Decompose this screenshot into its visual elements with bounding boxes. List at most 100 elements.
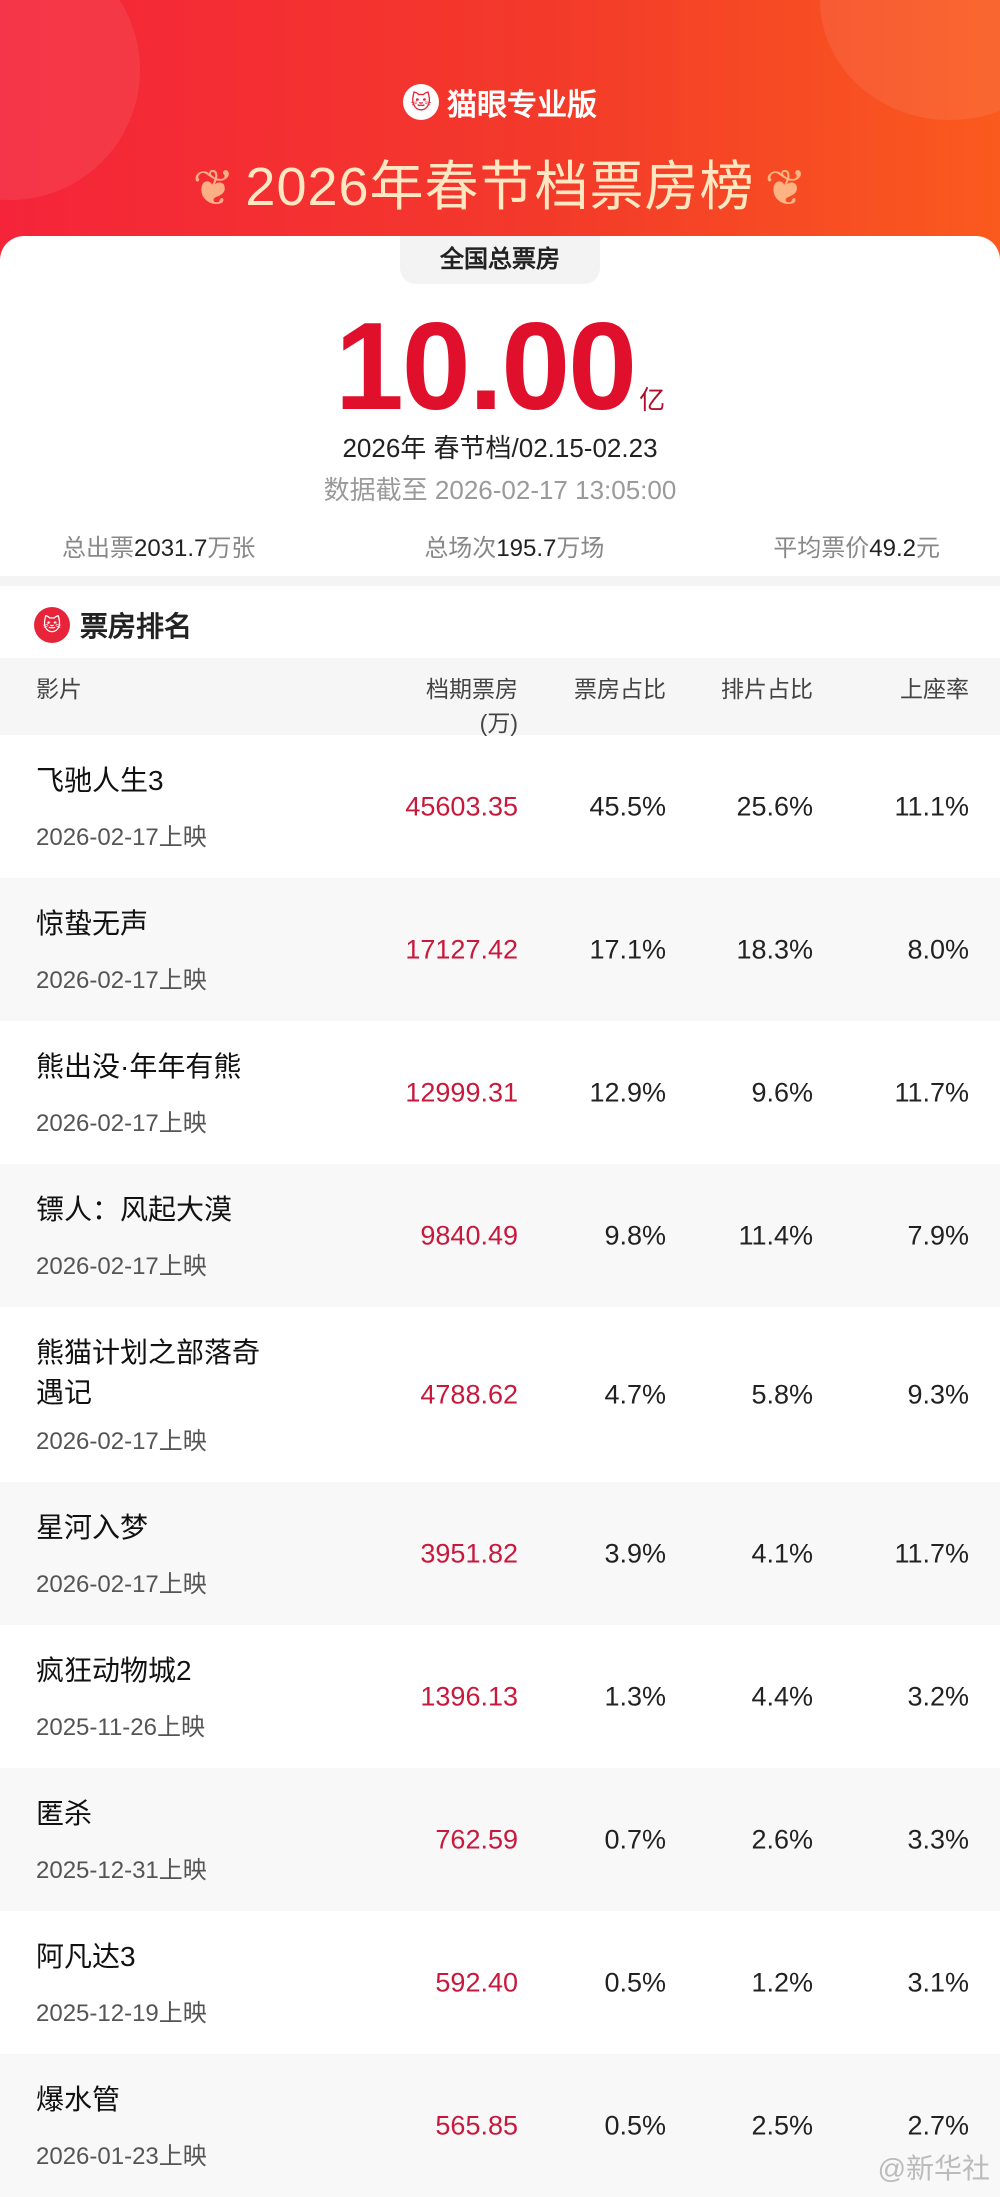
table-row[interactable]: 阿凡达3 2025-12-19上映 592.40 0.5% 1.2% 3.1% [0,1911,1000,2054]
seat-rate: 11.7% [894,1077,969,1107]
seat-rate: 2.7% [907,2110,969,2140]
box-office: 9840.49 [420,1220,518,1250]
release-date: 2026-02-17上映 [36,1110,207,1137]
total-value: 10.00 [334,298,637,436]
show-share: 11.4% [738,1220,813,1250]
box-office: 45603.35 [405,791,518,821]
box-office: 565.85 [435,2110,518,2140]
box-share: 17.1% [589,934,666,964]
show-share: 18.3% [736,934,813,964]
table-row[interactable]: 疯狂动物城2 2025-11-26上映 1396.13 1.3% 4.4% 3.… [0,1625,1000,1768]
show-share: 2.5% [751,2110,813,2140]
total-shows: 总场次195.7万场 [424,535,605,562]
box-share: 45.5% [589,791,666,821]
release-date: 2026-01-23上映 [36,2143,207,2170]
avg-price: 平均票价49.2元 [773,535,940,562]
box-share: 9.8% [604,1220,666,1250]
release-date: 2025-11-26上映 [36,1714,205,1741]
page-title: ❦ 2026年春节档票房榜 ❦ [0,142,1000,221]
seat-rate: 7.9% [907,1220,969,1250]
seat-rate: 9.3% [907,1379,969,1409]
seat-rate: 8.0% [907,934,969,964]
film-name: 熊出没·年年有熊 [36,1051,242,1082]
period: 2026年 春节档/02.15-02.23 [342,433,658,463]
seat-rate: 11.7% [894,1538,969,1568]
laurel-right-icon: ❦ [764,160,808,216]
seat-rate: 11.1% [894,791,969,821]
show-share: 25.6% [736,791,813,821]
show-share: 4.1% [751,1538,813,1568]
box-share: 4.7% [604,1379,666,1409]
box-office: 17127.42 [405,934,518,964]
box-office: 762.59 [435,1824,518,1854]
table-row[interactable]: 匿杀 2025-12-31上映 762.59 0.7% 2.6% 3.3% [0,1768,1000,1911]
box-share: 3.9% [604,1538,666,1568]
film-name: 阿凡达3 [36,1941,136,1972]
box-share: 12.9% [589,1077,666,1107]
show-share: 4.4% [751,1681,813,1711]
show-share: 9.6% [751,1077,813,1107]
total-unit: 亿 [639,385,666,415]
film-name: 疯狂动物城2 [36,1655,192,1686]
release-date: 2025-12-31上映 [36,1857,207,1884]
box-office: 4788.62 [420,1379,518,1409]
show-share: 5.8% [751,1379,813,1409]
section-title-text: 票房排名 [80,611,193,642]
laurel-left-icon: ❦ [192,160,236,216]
tab-national-box-office[interactable]: 全国总票房 [400,236,600,284]
brand: 🐱 猫眼专业版 [0,80,1000,124]
title-text: 2026年春节档票房榜 [245,157,755,217]
box-office: 12999.31 [405,1077,518,1107]
seat-rate: 3.1% [907,1967,969,1997]
release-date: 2025-12-19上映 [36,2000,207,2027]
maoyan-logo-icon: 🐱 [34,607,70,643]
total-box-office: 10.00 亿 [0,296,1000,438]
col-box-office: 档期票房 (万) [426,676,518,736]
film-name: 匿杀 [36,1798,93,1829]
col-film: 影片 [36,676,82,702]
brand-name: 猫眼专业版 [447,89,597,122]
col-seat-rate: 上座率 [900,676,969,702]
header-banner: 🐱 猫眼专业版 ❦ 2026年春节档票房榜 ❦ [0,0,1000,260]
seat-rate: 3.2% [907,1681,969,1711]
table-row[interactable]: 星河入梦 2026-02-17上映 3951.82 3.9% 4.1% 11.7… [0,1482,1000,1625]
stats-row: 总出票2031.7万张 总场次195.7万场 平均票价49.2元 [62,528,940,563]
film-name: 熊猫计划之部落奇遇记 [36,1337,261,1408]
release-date: 2026-02-17上映 [36,1428,207,1455]
release-date: 2026-02-17上映 [36,1253,207,1280]
col-show-share: 排片占比 [721,676,813,702]
total-tickets: 总出票2031.7万张 [62,535,256,562]
table-header: 影片 档期票房 (万) 票房占比 排片占比 上座率 [0,658,1000,736]
box-office: 1396.13 [420,1681,518,1711]
box-share: 0.5% [604,1967,666,1997]
film-name: 镖人：风起大漠 [36,1194,233,1225]
table-row[interactable]: 飞驰人生3 2026-02-17上映 45603.35 45.5% 25.6% … [0,735,1000,878]
film-name: 飞驰人生3 [36,765,164,796]
maoyan-logo-icon: 🐱 [403,84,439,120]
box-share: 0.7% [604,1824,666,1854]
release-date: 2026-02-17上映 [36,1571,207,1598]
release-date: 2026-02-17上映 [36,824,207,851]
box-office: 592.40 [435,1967,518,1997]
film-name: 星河入梦 [36,1512,149,1543]
seat-rate: 3.3% [907,1824,969,1854]
release-date: 2026-02-17上映 [36,967,207,994]
show-share: 1.2% [751,1967,813,1997]
divider [0,576,1000,586]
film-name: 惊蛰无声 [36,908,149,939]
table-row[interactable]: 爆水管 2026-01-23上映 565.85 0.5% 2.5% 2.7% [0,2054,1000,2197]
watermark: @新华社 [877,2153,990,2184]
col-box-share: 票房占比 [574,676,666,702]
film-name: 爆水管 [36,2084,121,2115]
box-share: 0.5% [604,2110,666,2140]
table-row[interactable]: 熊出没·年年有熊 2026-02-17上映 12999.31 12.9% 9.6… [0,1021,1000,1164]
box-office: 3951.82 [420,1538,518,1568]
data-as-of: 数据截至 2026-02-17 13:05:00 [323,475,677,505]
box-share: 1.3% [604,1681,666,1711]
table-row[interactable]: 熊猫计划之部落奇遇记 2026-02-17上映 4788.62 4.7% 5.8… [0,1307,1000,1482]
section-title: 🐱 票房排名 [34,605,192,645]
table-row[interactable]: 惊蛰无声 2026-02-17上映 17127.42 17.1% 18.3% 8… [0,878,1000,1021]
show-share: 2.6% [751,1824,813,1854]
summary-card: 全国总票房 10.00 亿 2026年 春节档/02.15-02.23 数据截至 … [0,236,1000,576]
table-row[interactable]: 镖人：风起大漠 2026-02-17上映 9840.49 9.8% 11.4% … [0,1164,1000,1307]
